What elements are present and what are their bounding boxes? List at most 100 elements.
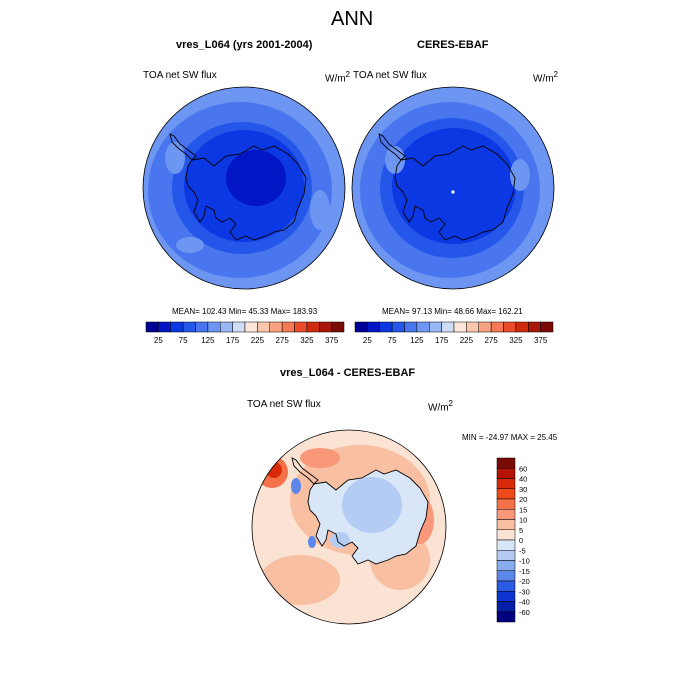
panel3-map-border [251, 429, 447, 625]
colorbar-swatch [269, 321, 283, 333]
colorbar-tick-label: -30 [519, 587, 530, 596]
colorbar-swatch [496, 457, 516, 469]
colorbar-swatch [528, 321, 541, 333]
colorbar-tick-label: 15 [519, 505, 527, 514]
panel2-colorbar: 25 75 125 175 225 275 325 375 [354, 321, 554, 345]
colorbar-swatch [496, 611, 516, 623]
panel1-colorbar: 25 75 125 175 225 275 325 375 [145, 321, 345, 345]
colorbar-tick-label: -10 [519, 557, 530, 566]
colorbar-swatch [429, 321, 442, 333]
colorbar-swatch [496, 468, 516, 479]
panel2-title: CERES-EBAF [417, 39, 489, 51]
colorbar-swatch [367, 321, 380, 333]
colorbar-tick-label: 25 [154, 336, 163, 345]
colorbar-tick-label: -20 [519, 577, 530, 586]
colorbar-swatch [220, 321, 233, 333]
panel3-units: W/m2 [428, 399, 453, 414]
colorbar-tick-label: 325 [509, 336, 523, 345]
colorbar-swatch [496, 550, 516, 561]
colorbar-swatch [496, 519, 516, 530]
colorbar-swatch [281, 321, 295, 333]
panel1-title: vres_L064 (yrs 2001-2004) [176, 39, 313, 51]
panel1-field-label: TOA net SW flux [143, 70, 217, 81]
colorbar-swatch [540, 321, 554, 333]
colorbar-swatch [232, 321, 246, 333]
colorbar-swatch [453, 321, 467, 333]
colorbar-swatch [496, 529, 516, 541]
colorbar-tick-label: 325 [300, 336, 314, 345]
colorbar-swatch [496, 539, 516, 551]
colorbar-swatch [496, 580, 516, 592]
colorbar-swatch [158, 321, 171, 333]
colorbar-swatch [496, 509, 516, 520]
colorbar-swatch [244, 321, 258, 333]
colorbar-tick-label: 25 [363, 336, 372, 345]
panel1-units: W/m2 [325, 70, 350, 85]
colorbar-tick-label: 275 [484, 336, 498, 345]
colorbar-tick-label: 0 [519, 536, 523, 545]
panel1-stats: MEAN= 102.43 Min= 45.33 Max= 183.93 [172, 307, 318, 316]
colorbar-tick-label: 175 [435, 336, 449, 345]
colorbar-tick-label: 275 [275, 336, 289, 345]
colorbar-swatch [490, 321, 504, 333]
colorbar-swatch [207, 321, 221, 333]
colorbar-tick-label: 60 [519, 464, 527, 473]
colorbar-swatch [182, 321, 196, 333]
colorbar-swatch [354, 321, 368, 333]
colorbar-swatch [466, 321, 479, 333]
colorbar-swatch [195, 321, 209, 333]
colorbar-tick-label: 30 [519, 485, 527, 494]
panel2-stats: MEAN= 97.13 Min= 48.66 Max= 162.21 [382, 307, 523, 316]
colorbar-swatch [257, 321, 270, 333]
colorbar-tick-label: 375 [534, 336, 548, 345]
colorbar-tick-label: 20 [519, 495, 527, 504]
colorbar-swatch [416, 321, 430, 333]
colorbar-tick-label: -15 [519, 567, 530, 576]
colorbar-swatch [331, 321, 345, 333]
colorbar-swatch [496, 591, 516, 602]
colorbar-tick-label: 10 [519, 516, 527, 525]
panel3-coastline [291, 457, 429, 565]
panel1-map [143, 87, 345, 289]
panel2-units: W/m2 [533, 70, 558, 85]
colorbar-swatch [478, 321, 492, 333]
colorbar-swatch [145, 321, 159, 333]
colorbar-swatch [496, 498, 516, 510]
panel1-map-border [142, 86, 346, 290]
colorbar-swatch [294, 321, 308, 333]
colorbar-swatch [404, 321, 418, 333]
panel2-map [352, 87, 554, 289]
panel3-stats: MIN = -24.97 MAX = 25.45 [462, 433, 558, 442]
colorbar-tick-label: 375 [325, 336, 339, 345]
panel2-field-label: TOA net SW flux [353, 70, 427, 81]
colorbar-tick-label: 40 [519, 475, 527, 484]
colorbar-tick-label: 175 [226, 336, 240, 345]
colorbar-swatch [379, 321, 393, 333]
colorbar-swatch [496, 601, 516, 612]
colorbar-tick-label: -60 [519, 608, 530, 617]
colorbar-swatch [441, 321, 455, 333]
colorbar-tick-label: -5 [519, 546, 526, 555]
colorbar-swatch [515, 321, 529, 333]
colorbar-swatch [496, 488, 516, 500]
colorbar-tick-label: 5 [519, 526, 523, 535]
colorbar-swatch [319, 321, 332, 333]
colorbar-swatch [170, 321, 184, 333]
colorbar-swatch [496, 570, 516, 582]
panel3-map [252, 430, 446, 624]
colorbar-tick-label: -40 [519, 598, 530, 607]
panel3-title: vres_L064 - CERES-EBAF [280, 367, 416, 379]
colorbar-swatch [306, 321, 320, 333]
colorbar-swatch [496, 478, 516, 489]
colorbar-tick-label: 125 [410, 336, 424, 345]
colorbar-tick-label: 125 [201, 336, 215, 345]
panel1-coastline [169, 133, 307, 241]
panel2-coastline [378, 133, 516, 241]
colorbar-tick-label: 75 [388, 336, 397, 345]
colorbar-tick-label: 225 [251, 336, 265, 345]
colorbar-swatch [503, 321, 517, 333]
colorbar-swatch [496, 560, 516, 571]
panel3-field-label: TOA net SW flux [247, 399, 321, 410]
